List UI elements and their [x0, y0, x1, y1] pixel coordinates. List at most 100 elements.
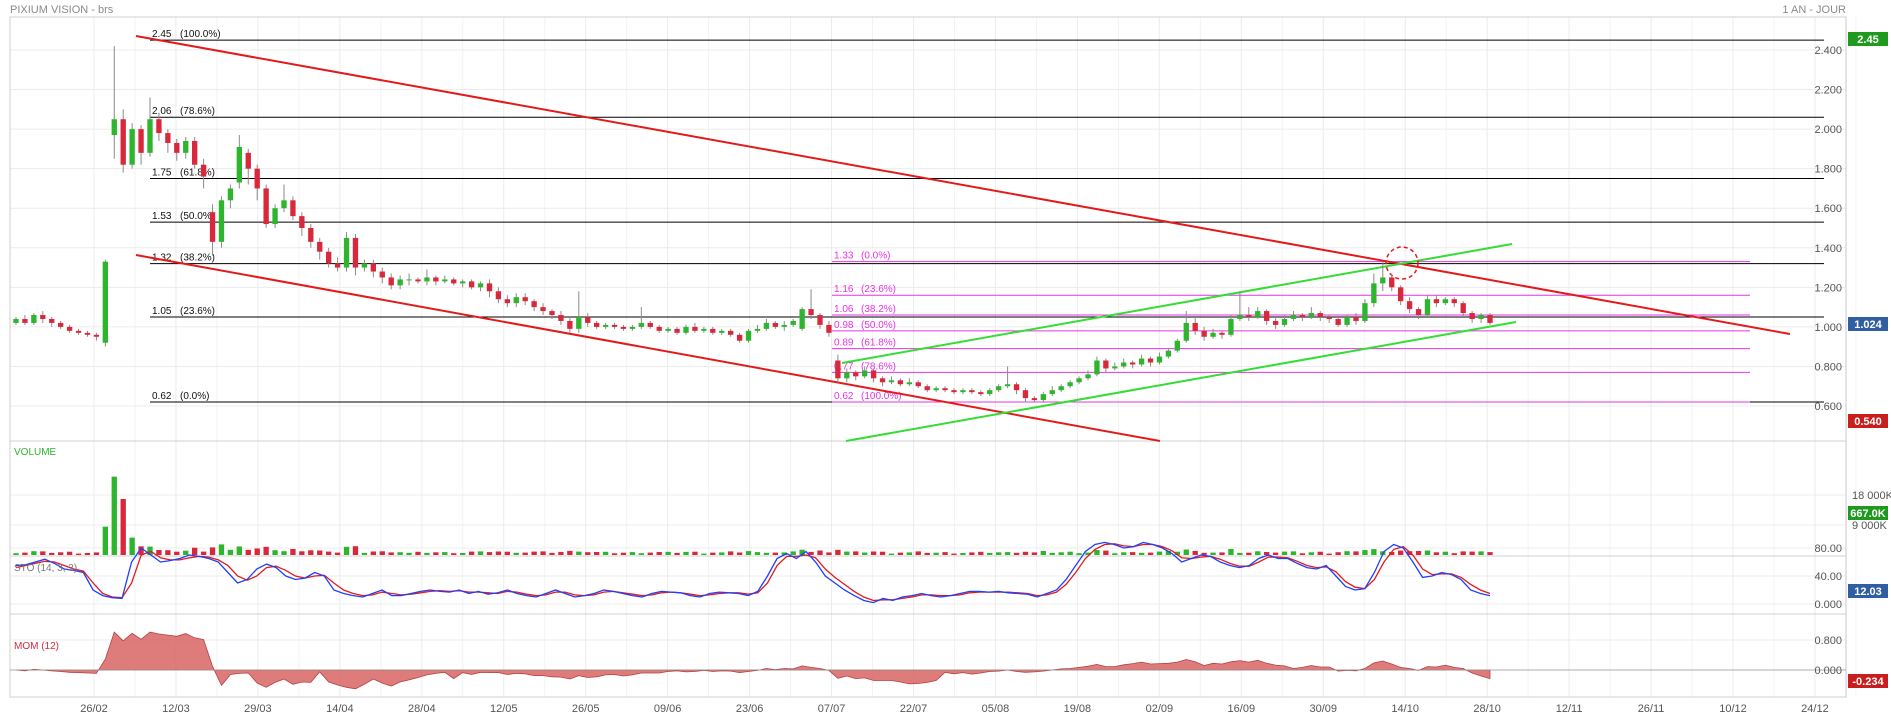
volume-bar	[549, 552, 555, 555]
period-label[interactable]: 1 AN - JOUR	[1782, 4, 1846, 16]
stochastic-layer	[15, 541, 1491, 604]
volume-bar	[853, 551, 859, 555]
candle-down	[1130, 362, 1136, 365]
volume-bar	[486, 552, 493, 555]
candle-up	[460, 281, 466, 284]
sto-tick-label: 80.00	[1814, 543, 1842, 555]
candle-down	[835, 360, 841, 379]
candle-up	[719, 330, 725, 333]
volume-bar	[1103, 550, 1109, 555]
fib-main-value: 0.62	[152, 391, 172, 402]
volume-bar	[915, 551, 921, 555]
candle-down	[772, 322, 778, 327]
candle-down	[531, 301, 537, 308]
mom-last-badge: -0.234	[1852, 676, 1884, 688]
candle-down	[138, 129, 144, 153]
volume-bar	[40, 551, 46, 555]
price-tick-label: 0.800	[1814, 361, 1842, 373]
fib-main-pct: (78.6%)	[180, 106, 215, 117]
volume-bar	[504, 551, 510, 555]
candle-down	[1389, 277, 1395, 288]
volume-bar	[1201, 552, 1207, 555]
candle-up	[1004, 384, 1011, 387]
x-tick-label: 24/12	[1801, 703, 1829, 715]
candle-up	[683, 326, 689, 333]
volume-bar	[701, 553, 707, 555]
price-tick-label: 2.000	[1814, 124, 1842, 136]
candle-down	[1201, 330, 1207, 337]
candle-down	[504, 299, 510, 304]
candle-down	[1469, 313, 1475, 319]
candle-down	[263, 188, 269, 225]
candle-down	[245, 152, 251, 169]
volume-bar	[308, 550, 314, 555]
fib-secondary-value: 1.06	[834, 304, 854, 315]
candle-down	[451, 279, 457, 284]
price-tick-label: 2.200	[1814, 85, 1842, 97]
candle-down	[75, 330, 82, 333]
volume-title: VOLUME	[14, 447, 57, 458]
volume-bar	[415, 551, 421, 555]
candle-up	[1255, 311, 1261, 317]
price-tick-label: 1.000	[1814, 322, 1842, 334]
fib-main-pct: (100.0%)	[180, 29, 221, 40]
volume-bar	[1353, 551, 1359, 555]
candle-up	[906, 382, 912, 385]
x-tick-label: 30/09	[1309, 703, 1337, 715]
candle-down	[1022, 390, 1029, 399]
candle-down	[174, 142, 180, 153]
volume-bar	[567, 550, 573, 555]
candle-up	[790, 320, 796, 325]
candle-down	[808, 309, 814, 316]
candle-up	[397, 279, 403, 286]
candle-down	[728, 330, 734, 335]
candle-up	[1210, 332, 1216, 337]
volume-bar	[763, 552, 770, 555]
candle-down	[978, 392, 984, 395]
volume-bar	[352, 546, 359, 555]
candle-up	[933, 388, 939, 391]
volume-bar	[165, 550, 171, 555]
volume-bar	[1344, 551, 1350, 555]
volume-bar	[477, 551, 484, 555]
candle-down	[120, 119, 126, 165]
volume-bar	[870, 551, 877, 555]
mom-tick-label: 0.800	[1814, 635, 1842, 647]
volume-bar	[156, 550, 162, 555]
candle-down	[1147, 358, 1154, 363]
candle-down	[817, 315, 823, 325]
candle-down	[326, 251, 332, 264]
x-tick-label: 23/06	[736, 703, 764, 715]
volume-bar	[281, 551, 287, 555]
candle-down	[1031, 398, 1038, 401]
candle-down	[334, 263, 341, 268]
axis-layer: 26/02 12/03 29/03 14/04 28/04 12/05 26/05 09/06…	[80, 32, 1891, 715]
volume-bar	[683, 551, 689, 555]
candle-down	[84, 332, 91, 335]
volume-bar	[200, 551, 207, 555]
volume-bar	[406, 552, 412, 555]
fib-secondary-pct: (78.6%)	[861, 361, 896, 372]
candle-up	[1442, 299, 1448, 304]
candle-down	[870, 370, 877, 379]
volume-bar	[58, 552, 64, 555]
volume-bar	[638, 553, 644, 555]
candle-up	[602, 324, 609, 327]
candle-down	[924, 386, 930, 391]
volume-bar	[1264, 552, 1270, 555]
volume-bar	[1147, 552, 1154, 555]
volume-bar	[558, 551, 564, 555]
candle-down	[1299, 315, 1306, 317]
price-tick-label: 0.600	[1814, 401, 1842, 413]
volume-bar	[379, 551, 385, 555]
fib-main-pct: (50.0%)	[180, 211, 215, 222]
candle-up	[844, 372, 850, 379]
price-tick-label: 1.800	[1814, 164, 1842, 176]
fib-secondary-pct: (61.8%)	[861, 338, 896, 349]
volume-bar	[442, 552, 448, 555]
volume-bar	[1165, 551, 1172, 555]
candle-up	[1308, 313, 1314, 317]
volume-bar	[1121, 552, 1127, 555]
volume-bar	[102, 526, 108, 555]
